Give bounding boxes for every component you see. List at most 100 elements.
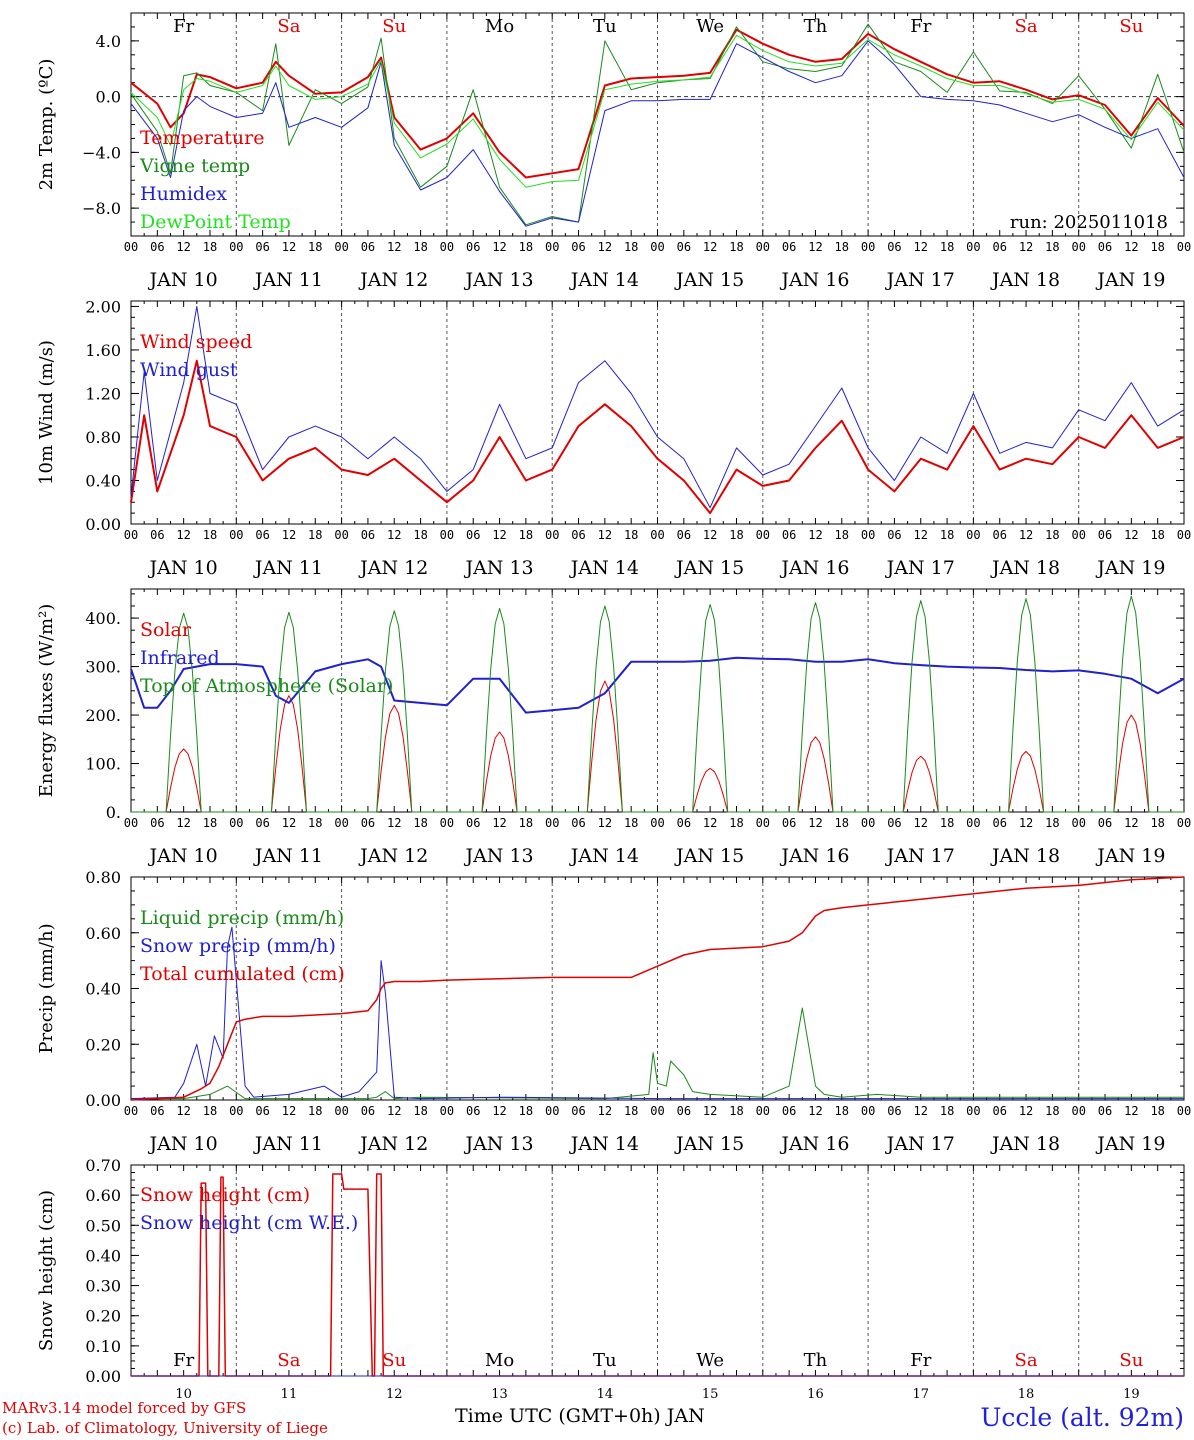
hour-tick-label: 12 (808, 528, 822, 542)
hour-tick-label: 12 (1124, 1104, 1138, 1118)
legend-entry: Temperature (140, 127, 264, 149)
y-axis-label: 10m Wind (m/s) (36, 340, 57, 485)
day-name: Fr (173, 16, 194, 37)
date-label: JAN 12 (358, 845, 428, 867)
series-precip-1 (130, 926, 1184, 1100)
y-tick-label: −4.0 (82, 143, 121, 162)
day-number: 10 (175, 1387, 192, 1402)
hour-tick-label: 00 (545, 528, 559, 542)
station-label: Uccle (alt. 92m) (980, 1403, 1184, 1432)
series-temperature-0 (130, 28, 1185, 179)
hour-tick-label: 12 (176, 816, 190, 830)
date-label: JAN 12 (358, 557, 428, 579)
hour-tick-label: 00 (756, 528, 770, 542)
y-tick-label: 0.30 (85, 1277, 121, 1296)
hour-tick-label: 12 (598, 528, 612, 542)
panel-frame (130, 300, 1185, 525)
date-label: JAN 13 (463, 845, 533, 867)
date-label: JAN 13 (463, 1133, 533, 1155)
y-tick-label: 0.00 (85, 515, 121, 534)
hour-tick-label: 18 (203, 528, 217, 542)
y-tick-label: 200. (85, 706, 121, 725)
hour-tick-label: 18 (1045, 1104, 1059, 1118)
date-label: JAN 11 (253, 845, 323, 867)
hour-tick-label: 12 (492, 528, 506, 542)
day-name: Su (382, 1350, 406, 1371)
day-name: Mo (485, 1350, 514, 1371)
hour-tick-label: 06 (150, 816, 164, 830)
hour-tick-label: 06 (992, 1104, 1006, 1118)
y-tick-label: 0.40 (85, 1246, 121, 1265)
panel-temperature (130, 12, 1185, 237)
hour-tick-label: 00 (966, 1104, 980, 1118)
hour-tick-label: 06 (782, 816, 796, 830)
hour-tick-label: 18 (1150, 240, 1164, 254)
date-label: JAN 14 (569, 269, 639, 291)
hour-tick-label: 06 (887, 816, 901, 830)
day-name: Tu (593, 16, 617, 37)
y-tick-label: 0.50 (85, 1216, 121, 1235)
hour-tick-label: 00 (545, 1104, 559, 1118)
y-tick-label: 2.00 (85, 297, 121, 316)
y-tick-label: 300. (85, 658, 121, 677)
hour-tick-label: 06 (677, 240, 691, 254)
hour-tick-label: 06 (361, 1104, 375, 1118)
hour-tick-label: 18 (519, 240, 533, 254)
hour-tick-label: 12 (703, 816, 717, 830)
hour-tick-label: 06 (1098, 816, 1112, 830)
hour-tick-label: 06 (571, 816, 585, 830)
hour-tick-label: 12 (808, 240, 822, 254)
y-tick-label: 0.80 (85, 428, 121, 447)
hour-tick-label: 00 (861, 816, 875, 830)
hour-tick-label: 12 (914, 816, 928, 830)
day-name: Th (804, 1350, 828, 1371)
series-precip-2 (130, 876, 1185, 1101)
hour-tick-label: 12 (492, 1104, 506, 1118)
hour-tick-label: 06 (361, 816, 375, 830)
hour-tick-label: 00 (650, 1104, 664, 1118)
legend-entry: Infrared (140, 647, 220, 669)
date-label: JAN 17 (885, 845, 955, 867)
hour-tick-label: 18 (729, 1104, 743, 1118)
hour-tick-label: 18 (413, 528, 427, 542)
hour-tick-label: 00 (229, 1104, 243, 1118)
day-name: Fr (173, 1350, 194, 1371)
hour-tick-label: 00 (440, 240, 454, 254)
hour-tick-label: 06 (782, 1104, 796, 1118)
date-label: JAN 18 (990, 845, 1060, 867)
day-name: Fr (910, 1350, 931, 1371)
hour-tick-label: 00 (334, 240, 348, 254)
hour-tick-label: 00 (650, 816, 664, 830)
date-label: JAN 16 (779, 1133, 849, 1155)
y-tick-label: 0.20 (85, 1307, 121, 1326)
hour-tick-label: 06 (782, 240, 796, 254)
hour-tick-label: 00 (124, 240, 138, 254)
hour-tick-label: 12 (387, 528, 401, 542)
series-energy-1 (130, 656, 1185, 714)
hour-tick-label: 18 (835, 1104, 849, 1118)
x-axis-title: Time UTC (GMT+0h) JAN (455, 1405, 705, 1427)
lab-credit: (c) Lab. of Climatology, University of L… (2, 1419, 328, 1437)
series-wind-1 (130, 305, 1185, 509)
date-label: JAN 16 (779, 269, 849, 291)
hour-tick-label: 18 (519, 1104, 533, 1118)
legend-entry: Liquid precip (mm/h) (140, 907, 344, 929)
legend-entry: Humidex (140, 183, 227, 205)
model-credit: MARv3.14 model forced by GFS (2, 1399, 247, 1417)
hour-tick-label: 12 (914, 528, 928, 542)
hour-tick-label: 18 (203, 1104, 217, 1118)
hour-tick-label: 00 (1177, 1104, 1191, 1118)
date-label: JAN 10 (148, 1133, 218, 1155)
day-name: Su (382, 16, 406, 37)
hour-tick-label: 06 (887, 240, 901, 254)
hour-tick-label: 18 (519, 528, 533, 542)
y-tick-label: 4.0 (96, 32, 121, 51)
y-axis-label: Precip (mm/h) (36, 923, 57, 1053)
legend-entry: Top of Atmosphere (Solar) (140, 675, 393, 697)
y-tick-label: 0.00 (85, 1367, 121, 1386)
y-tick-label: 0. (106, 803, 121, 822)
hour-tick-label: 18 (835, 240, 849, 254)
hour-tick-label: 18 (1045, 816, 1059, 830)
hour-tick-label: 18 (835, 816, 849, 830)
y-axis-label: 2m Temp. (ºC) (36, 59, 57, 191)
